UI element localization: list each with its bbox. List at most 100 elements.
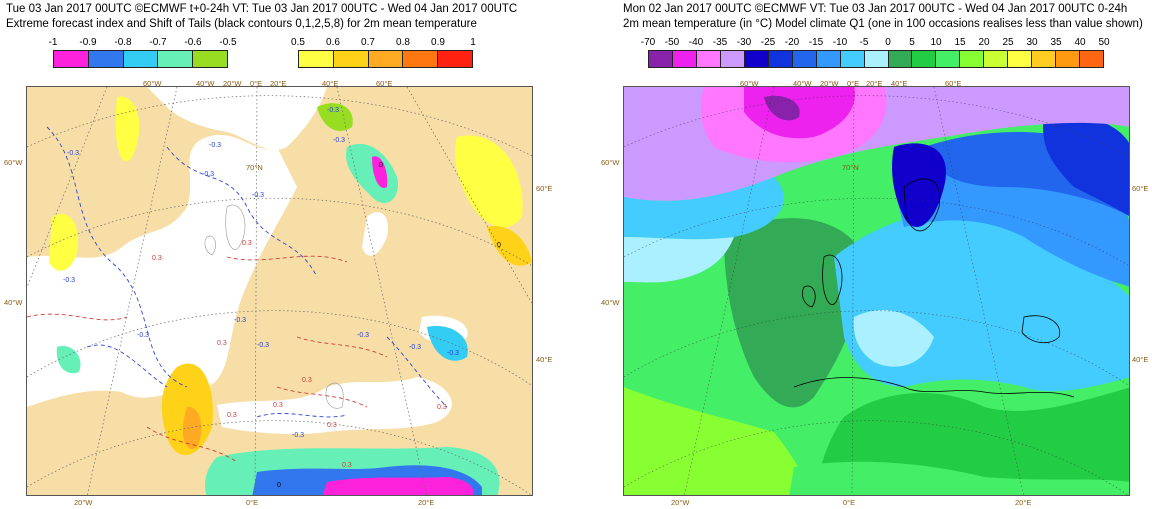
left-legend-pos-tick-0: 0.5 xyxy=(291,37,305,48)
right-legend-tick-14: 20 xyxy=(978,37,990,48)
right-legend-tick-11: 5 xyxy=(909,37,915,48)
efi-cold-2 xyxy=(372,156,388,188)
efi-contour-label: 0 xyxy=(497,242,501,249)
efi-contour-label: -0.3 xyxy=(234,317,246,324)
efi-warm-1 xyxy=(49,213,78,271)
mediterranean-sea xyxy=(217,377,452,435)
right-lon-top-1: 40°W xyxy=(793,79,812,88)
left-lat-left-0: 60°W xyxy=(4,158,23,167)
right-legend-tick-15: 25 xyxy=(1002,37,1014,48)
right-title-line2: 2m mean temperature (in °C) Model climat… xyxy=(623,18,1143,30)
atlantic-sea xyxy=(27,134,297,407)
left-legend-pos-swatch-1 xyxy=(333,51,369,67)
right-lon-top-0: 60°W xyxy=(740,79,759,88)
efi-warm-4 xyxy=(115,96,140,162)
right-legend-swatch-10 xyxy=(888,51,913,67)
right-legend-swatch-16 xyxy=(1032,51,1057,67)
right-lat-right-1: 40°E xyxy=(1132,355,1149,364)
right-legend-swatch-3 xyxy=(720,51,745,67)
right-legend-tick-18: 40 xyxy=(1074,37,1086,48)
efi-contour-label: -0.3 xyxy=(257,342,269,349)
right-lat-right-0: 60°E xyxy=(1132,184,1149,193)
efi-contour-label: 0.3 xyxy=(152,255,162,262)
efi-contour-label: -0.3 xyxy=(137,332,149,339)
left-lon-bottom-2: 20°E xyxy=(418,498,435,507)
right-map-canvas xyxy=(624,87,1129,495)
right-legend-swatch-14 xyxy=(984,51,1009,67)
left-legend-neg-swatch-2 xyxy=(123,51,159,67)
efi-contour-label: 0 xyxy=(379,162,383,169)
efi-contour-label: -0.3 xyxy=(202,171,214,178)
right-legend-tick-5: -25 xyxy=(760,37,776,48)
left-lon-top-1: 40°W xyxy=(196,79,215,88)
right-legend-tick-19: 50 xyxy=(1098,37,1110,48)
right-legend-tick-7: -15 xyxy=(808,37,824,48)
efi-contour-label: 0.3 xyxy=(437,404,447,411)
efi-contour-label: 0.3 xyxy=(217,340,227,347)
temp-greenland-core xyxy=(764,95,800,121)
left-lon-top-3: 0°E xyxy=(250,79,263,88)
efi-contour-label: -0.3 xyxy=(409,344,421,351)
left-legend-neg-swatch-3 xyxy=(158,51,194,67)
right-lon-bottom-2: 20°E xyxy=(1015,498,1032,507)
right-legend-tick-17: 35 xyxy=(1050,37,1062,48)
right-lon-top-6: 60°E xyxy=(945,79,962,88)
temp-ocean-pale xyxy=(624,237,734,283)
temp-ocean-cyan xyxy=(624,177,784,240)
right-lon-top-5: 40°E xyxy=(891,79,908,88)
right-legend-swatch-9 xyxy=(864,51,889,67)
right-legend-swatch-8 xyxy=(840,51,865,67)
left-lon-top-0: 60°W xyxy=(143,79,162,88)
temp-band-dark-green xyxy=(724,218,864,408)
right-lat-left-0: 60°W xyxy=(601,158,620,167)
right-legend-tick-1: -50 xyxy=(664,37,680,48)
right-legend-tick-9: -5 xyxy=(859,37,869,48)
right-legend-swatch-13 xyxy=(960,51,985,67)
efi-contour-label: 0.3 xyxy=(242,240,252,247)
efi-contour-label: 0.3 xyxy=(273,402,283,409)
efi-contour-label: -0.3 xyxy=(67,150,79,157)
efi-contour-label: 0.3 xyxy=(327,422,337,429)
left-legend-neg-tick-2: -0.8 xyxy=(114,37,132,48)
left-legend-neg-tick-0: -1 xyxy=(48,37,58,48)
efi-cold-7 xyxy=(56,346,81,374)
temp-cold-blue xyxy=(894,166,1129,287)
right-legend-swatch-15 xyxy=(1008,51,1033,67)
efi-contour-label: 0.3 xyxy=(302,377,312,384)
right-legend-tick-13: 15 xyxy=(954,37,966,48)
right-lon-bottom-1: 0°E xyxy=(843,498,856,507)
efi-warm-3 xyxy=(182,406,202,449)
efi-contour-label: -0.3 xyxy=(292,432,304,439)
right-map xyxy=(623,86,1130,496)
left-legend-pos-tick-4: 0.9 xyxy=(431,37,445,48)
left-legend-pos-tick-1: 0.6 xyxy=(326,37,340,48)
right-legend-tick-4: -30 xyxy=(736,37,752,48)
right-legend-swatch-5 xyxy=(768,51,793,67)
left-map: -0.3 -0.3 -0.3 -0.3 0.3 0.3 -0.3 -0.3 -0.3 0.3 0.3… xyxy=(26,86,533,496)
right-legend-swatch-1 xyxy=(672,51,697,67)
temp-band-north-africa xyxy=(789,461,1129,495)
right-legend-tick-10: 0 xyxy=(885,37,891,48)
left-lat-inner: 70°N xyxy=(246,163,263,172)
left-legend-neg-tick-5: -0.5 xyxy=(219,37,237,48)
left-lat-left-1: 40°W xyxy=(4,298,23,307)
left-lon-top-2: 20°W xyxy=(223,79,242,88)
efi-contour-label: 0 xyxy=(277,482,281,489)
right-legend-swatch-6 xyxy=(792,51,817,67)
efi-warm-5 xyxy=(455,135,523,228)
efi-contour-label: -0.3 xyxy=(327,107,339,114)
right-legend-tick-12: 10 xyxy=(930,37,942,48)
left-legend-pos-swatch-2 xyxy=(368,51,404,67)
efi-contour-label: -0.3 xyxy=(333,137,345,144)
left-legend-neg-tick-4: -0.6 xyxy=(184,37,202,48)
right-lat-left-1: 40°W xyxy=(601,298,620,307)
left-legend-pos-tick-5: 1 xyxy=(470,37,476,48)
efi-warm-6 xyxy=(487,226,532,266)
right-legend-swatch-2 xyxy=(696,51,721,67)
right-lon-top-4: 20°E xyxy=(866,79,883,88)
left-legend-pos-swatch-0 xyxy=(299,51,334,67)
left-title-line2: Extreme forecast index and Shift of Tail… xyxy=(6,18,477,30)
left-lon-top-6: 60°E xyxy=(376,79,393,88)
right-lat-inner: 70°N xyxy=(842,163,859,172)
right-lon-top-3: 0°E xyxy=(847,79,860,88)
